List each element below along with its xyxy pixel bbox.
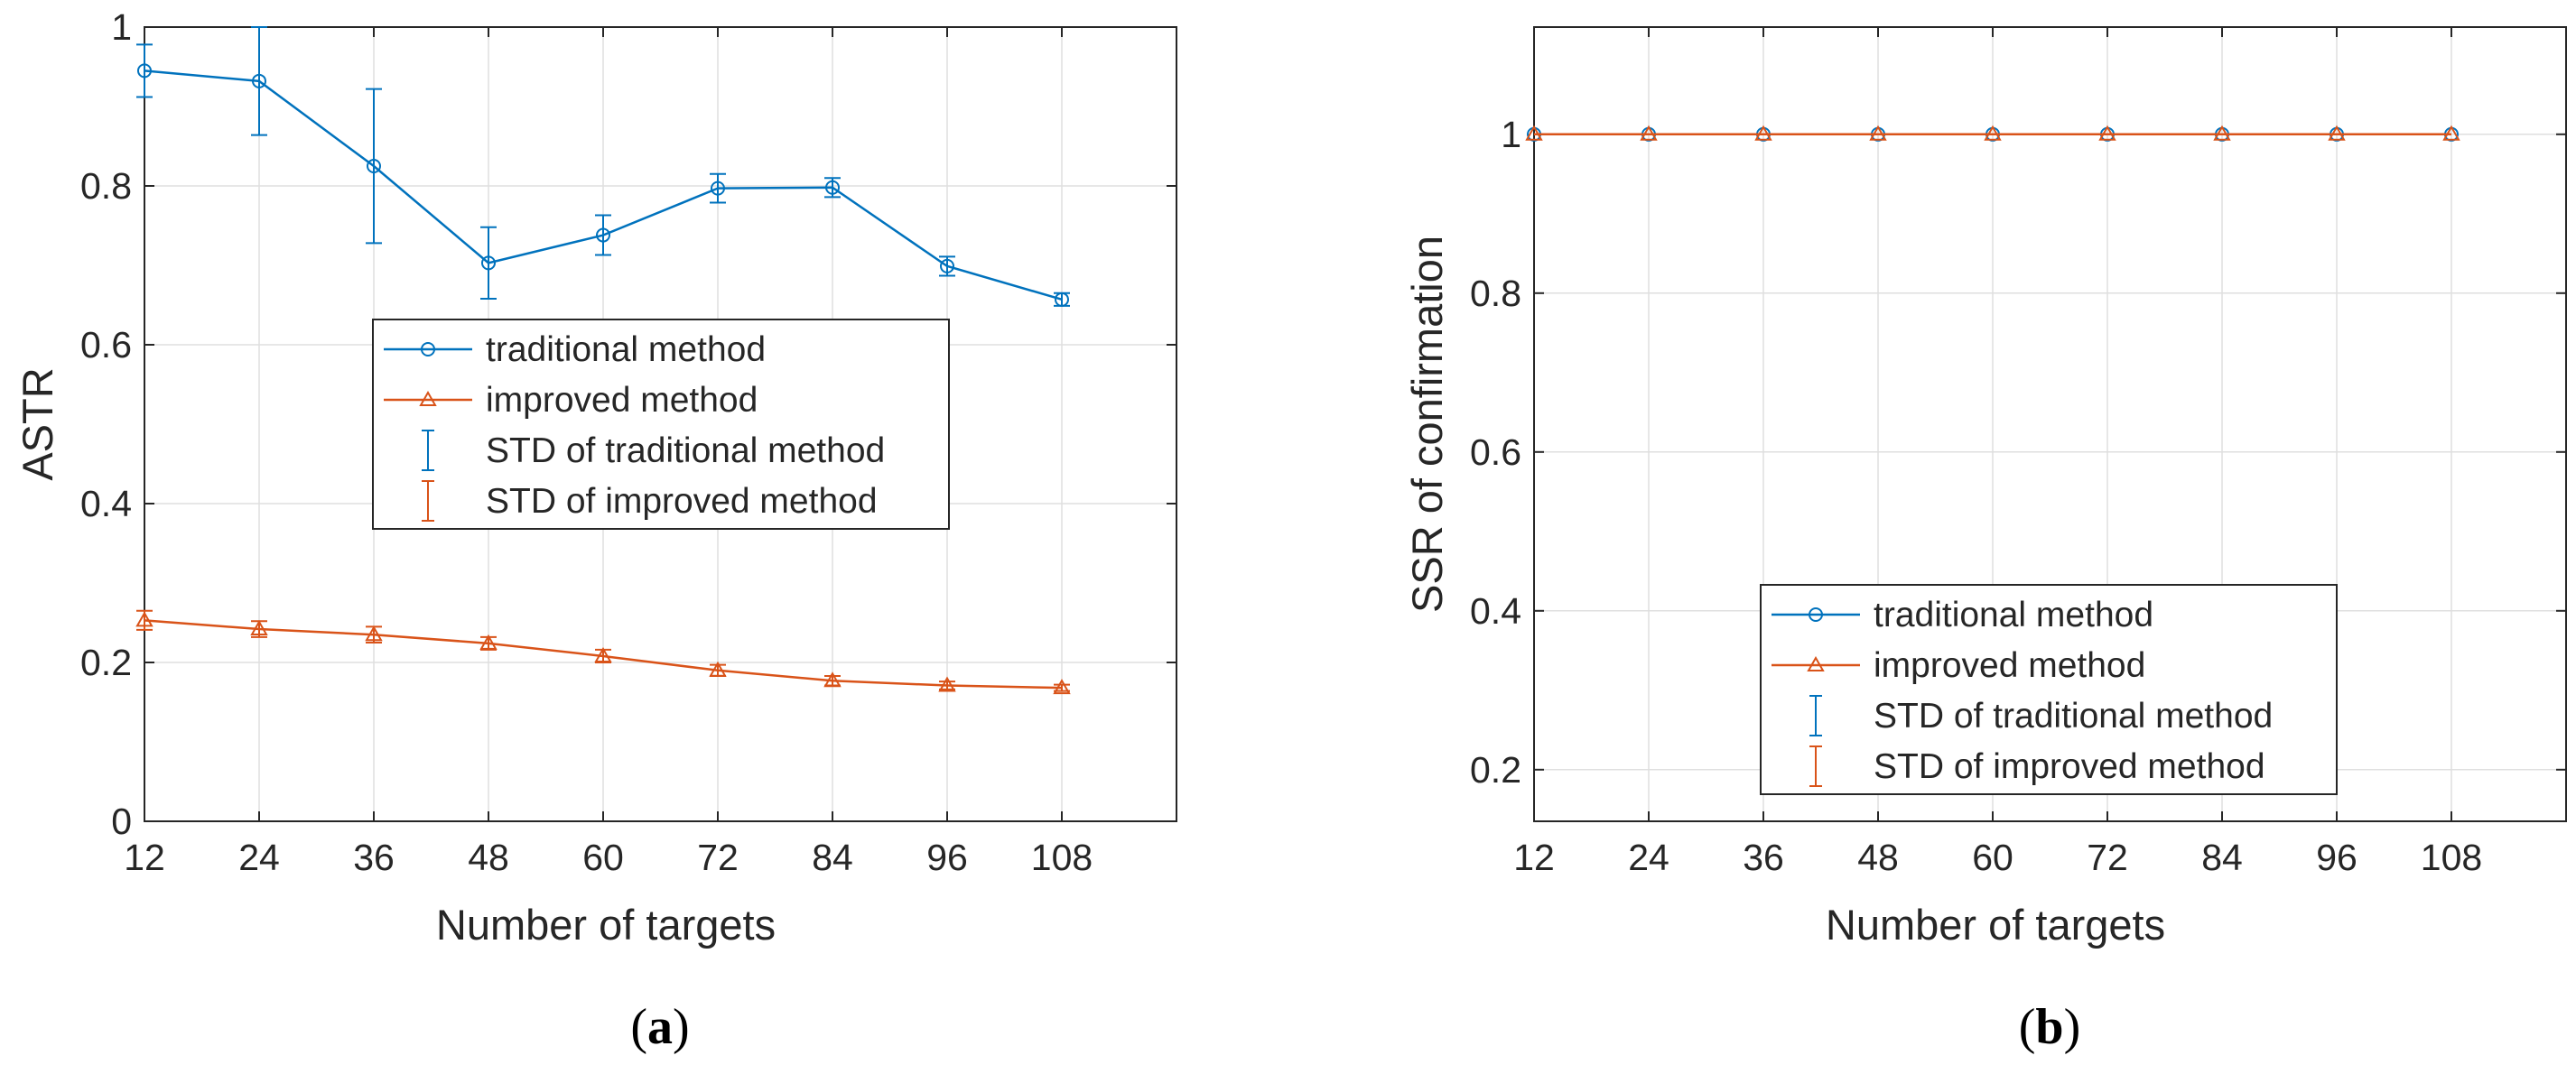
- legend-circle-marker: [421, 342, 435, 356]
- panel-label-close-paren: ): [2064, 999, 2081, 1055]
- panel-label-close-paren: ): [673, 999, 690, 1055]
- legend-triangle-marker: [1807, 655, 1825, 671]
- data-point-triangle: [2098, 125, 2116, 141]
- x-tick-label: 48: [468, 837, 509, 878]
- legend-circle-marker: [1809, 607, 1823, 622]
- axes-box: [1533, 26, 2567, 822]
- y-tick-label: 0.4: [1470, 590, 1521, 632]
- legend-entry: STD of improved method: [1874, 747, 2265, 786]
- data-point-triangle: [2442, 125, 2460, 141]
- x-tick-label: 108: [1031, 837, 1093, 878]
- data-point-triangle: [823, 671, 842, 688]
- x-tick-label: 72: [697, 837, 739, 878]
- legend-entry: STD of improved method: [486, 482, 878, 521]
- y-axis-label: SSR of confirmation: [1403, 236, 1451, 613]
- x-tick-label: 72: [2087, 837, 2128, 878]
- panel-label-letter: a: [647, 999, 673, 1055]
- panel-label-open-paren: (: [630, 999, 647, 1055]
- legend-entry: traditional method: [486, 330, 766, 369]
- x-tick-label: 84: [812, 837, 853, 878]
- legend-entry: improved method: [486, 381, 758, 420]
- x-tick-label: 96: [926, 837, 968, 878]
- y-tick-label: 0.8: [80, 165, 132, 207]
- x-tick-label: 24: [1628, 837, 1669, 878]
- legend-entry: STD of traditional method: [486, 431, 885, 470]
- y-tick-label: 0.6: [80, 324, 132, 366]
- data-point-triangle: [2213, 125, 2231, 141]
- data-point-circle: [252, 73, 266, 88]
- legend-box: [1760, 584, 2338, 795]
- legend-entry: traditional method: [1874, 596, 2153, 634]
- data-point-circle: [481, 255, 496, 271]
- data-point-triangle: [1053, 679, 1071, 695]
- x-tick-label: 36: [1743, 837, 1784, 878]
- panel-b-chart: 12 24 36 48 60 72 84 96 108 0.2 0.4 0.6 0.8 1 Number o…: [1403, 26, 2567, 1055]
- data-point-triangle: [594, 646, 612, 662]
- data-point-triangle: [2328, 125, 2346, 141]
- x-axis-label: Number of targets: [1826, 901, 2165, 949]
- legend: traditional method improved method STD of …: [372, 319, 950, 530]
- data-point-circle: [367, 159, 381, 173]
- panel-label-open-paren: (: [2019, 999, 2036, 1055]
- y-tick-label: 1: [1501, 114, 1521, 155]
- y-tick-label: 0.6: [1470, 431, 1521, 473]
- data-point-circle: [711, 181, 725, 196]
- data-point-triangle: [479, 634, 498, 650]
- panel-a-chart: 12 24 36 48 60 72 84 96 108 0 0.2 0.4 0.6 0.8 1 Number …: [14, 6, 1177, 1055]
- data-point-triangle: [709, 661, 727, 677]
- x-tick-label: 24: [238, 837, 280, 878]
- x-tick-label: 60: [582, 837, 624, 878]
- panel-label: (b): [2019, 999, 2080, 1055]
- series-traditional: [136, 26, 1070, 307]
- data-point-triangle: [938, 676, 956, 692]
- data-point-triangle: [1754, 125, 1772, 141]
- y-tick-label: 0: [111, 801, 132, 842]
- legend: traditional method improved method STD of …: [1760, 584, 2338, 795]
- y-tick-label: 0.8: [1470, 273, 1521, 314]
- series-improved: [135, 609, 1071, 695]
- y-tick-label: 0.2: [80, 642, 132, 683]
- x-tick-label: 96: [2316, 837, 2357, 878]
- x-tick-label: 108: [2421, 837, 2482, 878]
- series-line: [144, 619, 1063, 690]
- x-tick-label: 12: [124, 837, 165, 878]
- panel-label: (a): [630, 999, 689, 1055]
- axes-box: [144, 26, 1177, 822]
- data-point-circle: [1055, 292, 1069, 307]
- x-axis-label: Number of targets: [436, 901, 776, 949]
- data-point-triangle: [135, 611, 153, 627]
- data-point-circle: [596, 227, 610, 243]
- data-point-triangle: [1984, 125, 2002, 141]
- y-axis-label: ASTR: [14, 367, 61, 480]
- y-tick-label: 1: [111, 6, 132, 48]
- legend-entry: STD of traditional method: [1874, 697, 2273, 736]
- legend-box: [372, 319, 950, 530]
- data-point-triangle: [1869, 125, 1887, 141]
- x-tick-label: 12: [1513, 837, 1555, 878]
- y-tick-label: 0.4: [80, 483, 132, 524]
- panel-label-letter: b: [2035, 999, 2063, 1055]
- x-tick-label: 60: [1972, 837, 2013, 878]
- series-line: [144, 69, 1063, 301]
- data-point-circle: [137, 63, 152, 79]
- x-tick-label: 48: [1857, 837, 1899, 878]
- x-tick-label: 84: [2201, 837, 2243, 878]
- data-point-circle: [825, 180, 840, 195]
- data-point-circle: [940, 258, 954, 273]
- series-improved: [1525, 125, 2460, 141]
- x-tick-label: 36: [353, 837, 395, 878]
- data-point-triangle: [365, 625, 383, 642]
- legend-entry: improved method: [1874, 646, 2145, 685]
- data-point-triangle: [250, 620, 268, 636]
- data-point-triangle: [1525, 125, 1543, 141]
- data-point-triangle: [1640, 125, 1658, 141]
- legend-triangle-marker: [419, 390, 437, 406]
- y-tick-label: 0.2: [1470, 749, 1521, 791]
